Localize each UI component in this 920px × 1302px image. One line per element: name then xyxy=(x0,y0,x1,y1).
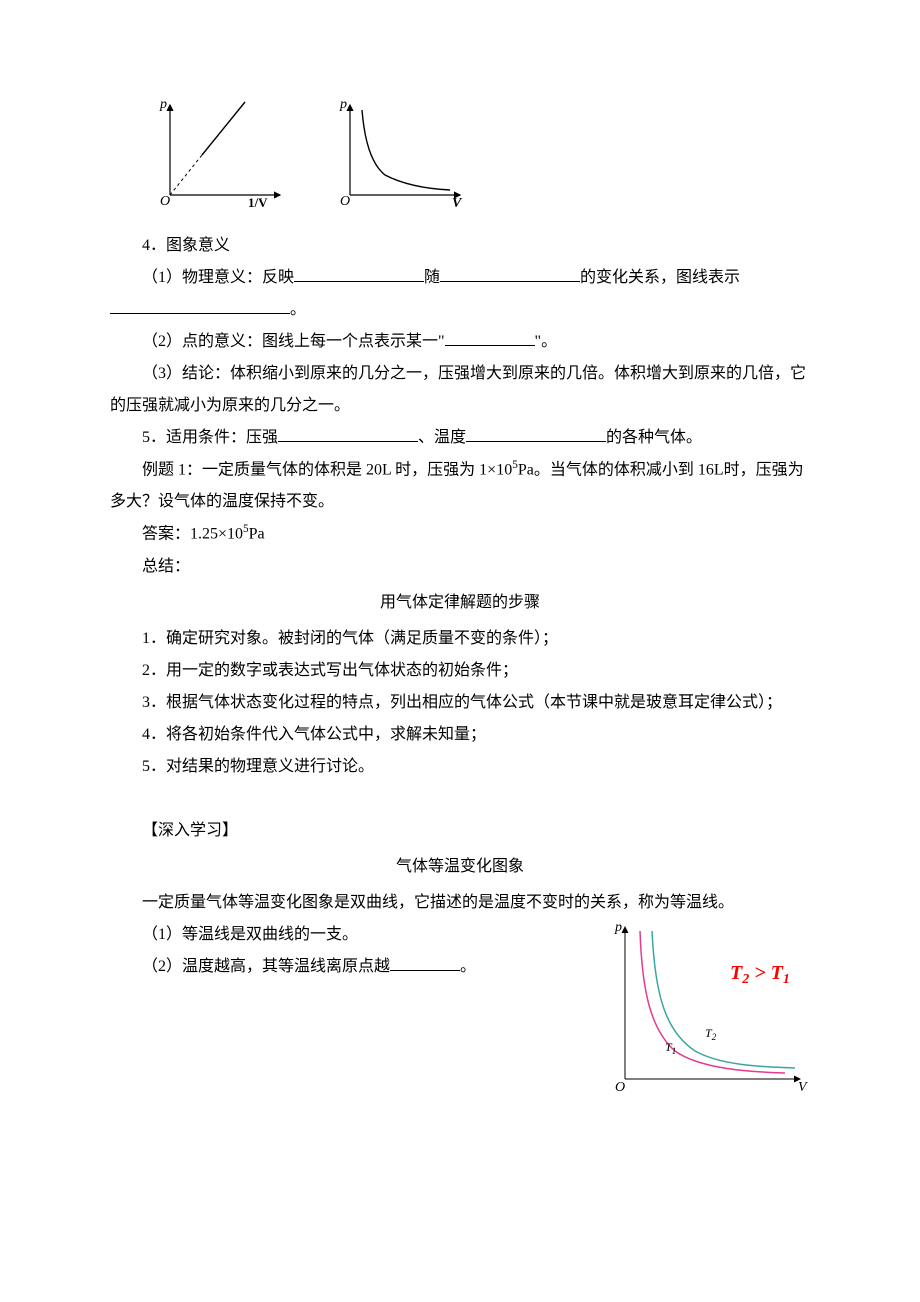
iso-section: p O V T2 > T1 T1 T2 （1）等温线是双曲线的一支。 （2）温度… xyxy=(110,919,810,1094)
text: 、温度 xyxy=(418,429,466,446)
spacer xyxy=(110,783,810,815)
answer: 答案：1.25×105Pa xyxy=(110,518,810,550)
t1-label: T1 xyxy=(665,1040,676,1056)
text: 随 xyxy=(424,269,440,286)
blank xyxy=(110,295,290,314)
x-axis-label: 1/V xyxy=(248,195,268,210)
origin-label: O xyxy=(615,1080,625,1094)
text: 。 xyxy=(460,958,476,975)
text: 答案：1.25×10 xyxy=(142,526,243,543)
blank xyxy=(294,263,424,282)
y-axis-label: p xyxy=(159,100,167,112)
section-4-heading: 4．图象意义 xyxy=(110,230,810,262)
section-4-3: （3）结论：体积缩小到原来的几分之一，压强增大到原来的几倍。体积增大到原来的几倍… xyxy=(110,358,810,422)
section-5: 5．适用条件：压强 、温度 的各种气体。 xyxy=(110,422,810,454)
x-axis-label: V xyxy=(798,1080,808,1094)
text: "。 xyxy=(535,333,558,350)
step-4: 4．将各初始条件代入气体公式中，求解未知量； xyxy=(110,719,810,751)
text: （2）温度越高，其等温线离原点越 xyxy=(142,958,390,975)
text: （1）物理意义：反映 xyxy=(142,269,294,286)
step-2: 2．用一定的数字或表达式写出气体状态的初始条件； xyxy=(110,655,810,687)
blank xyxy=(445,327,535,346)
blank xyxy=(278,423,418,442)
section-4-2: （2）点的意义：图线上每一个点表示某一" "。 xyxy=(110,326,810,358)
example-1: 例题 1：一定质量气体的体积是 20L 时，压强为 1×105Pa。当气体的体积… xyxy=(110,454,810,518)
iso-intro: 一定质量气体等温变化图象是双曲线，它描述的是温度不变时的关系，称为等温线。 xyxy=(110,887,810,919)
y-axis-label: p xyxy=(339,100,347,112)
text: Pa xyxy=(249,526,265,543)
deep-heading: 【深入学习】 xyxy=(110,815,810,847)
summary-label: 总结： xyxy=(110,551,810,583)
text: 例题 1：一定质量气体的体积是 20L 时，压强为 1×10 xyxy=(142,461,512,478)
blank xyxy=(440,263,580,282)
inequality-label: T2 > T1 xyxy=(730,962,790,987)
isotherm-chart: p O V T2 > T1 T1 T2 xyxy=(600,919,810,1094)
section-4-1: （1）物理意义：反映 随 的变化关系，图线表示 xyxy=(110,262,810,294)
step-5: 5．对结果的物理意义进行讨论。 xyxy=(110,751,810,783)
step-1: 1．确定研究对象。被封闭的气体（满足质量不变的条件）； xyxy=(110,623,810,655)
origin-label: O xyxy=(340,194,350,209)
origin-label: O xyxy=(160,194,170,209)
blank xyxy=(466,423,606,442)
section-4-1-cont: 。 xyxy=(110,294,810,326)
text: 。 xyxy=(290,301,306,318)
text: 5．适用条件：压强 xyxy=(142,429,278,446)
chart-p-vs-V: p O V xyxy=(330,100,470,210)
text: （2）点的意义：图线上每一个点表示某一" xyxy=(142,333,445,350)
blank xyxy=(390,951,460,970)
x-axis-label: V xyxy=(452,196,463,210)
y-axis-label: p xyxy=(614,920,622,935)
text: 的各种气体。 xyxy=(606,429,702,446)
steps-title: 用气体定律解题的步骤 xyxy=(110,587,810,619)
chart-p-vs-invV: p O 1/V xyxy=(150,100,290,210)
iso-title: 气体等温变化图象 xyxy=(110,851,810,883)
text: 的变化关系，图线表示 xyxy=(580,269,740,286)
top-charts-row: p O 1/V p O V xyxy=(150,100,810,210)
step-3: 3．根据气体状态变化过程的特点，列出相应的气体公式（本节课中就是玻意耳定律公式）… xyxy=(110,687,810,719)
t2-label: T2 xyxy=(705,1026,717,1042)
